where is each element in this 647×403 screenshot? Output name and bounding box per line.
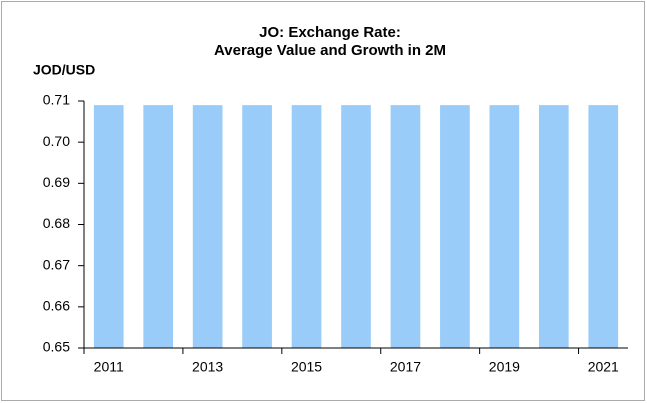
y-tick-label: 0.65 xyxy=(43,339,70,355)
bar xyxy=(341,105,371,348)
y-tick-label: 0.69 xyxy=(43,174,70,190)
chart-title: JO: Exchange Rate: xyxy=(259,24,401,41)
bar xyxy=(588,105,619,348)
bar xyxy=(93,105,124,348)
y-tick-label: 0.68 xyxy=(43,215,70,231)
y-tick-label: 0.71 xyxy=(43,92,70,108)
bar xyxy=(440,105,470,348)
x-tick-label: 2017 xyxy=(390,359,421,375)
bar xyxy=(538,105,569,348)
y-tick-label: 0.70 xyxy=(43,133,70,149)
bar xyxy=(143,105,174,348)
x-tick-label: 2015 xyxy=(291,359,322,375)
y-axis-label: JOD/USD xyxy=(33,62,95,78)
x-tick-label: 2011 xyxy=(94,359,124,375)
x-tick-label: 2019 xyxy=(489,359,520,375)
y-tick-label: 0.67 xyxy=(43,256,70,272)
y-tick-label: 0.66 xyxy=(43,298,70,314)
x-tick-label: 2013 xyxy=(192,359,223,375)
bar xyxy=(242,105,272,348)
chart-subtitle: Average Value and Growth in 2M xyxy=(214,42,446,59)
bar xyxy=(489,105,520,348)
x-tick-label: 2021 xyxy=(588,359,619,375)
bar xyxy=(192,105,223,348)
bar xyxy=(291,105,322,348)
bar xyxy=(390,105,421,348)
